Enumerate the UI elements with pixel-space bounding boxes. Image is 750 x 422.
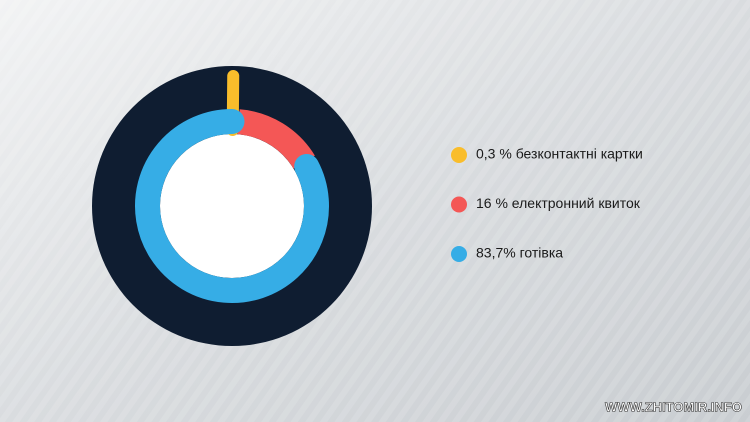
legend-label: 83,7% готівка [476, 245, 563, 261]
slice [135, 109, 329, 303]
legend-label: 16 % електронний квиток [476, 195, 641, 211]
slice [237, 109, 315, 169]
legend-swatch [451, 147, 467, 163]
legend-label: 0,3 % безконтактні картки [476, 146, 643, 162]
legend-swatch [451, 196, 467, 213]
donut-hole [160, 134, 304, 278]
legend-swatch [451, 246, 467, 262]
watermark: WWW.ZHITOMIR.INFO [605, 399, 742, 414]
